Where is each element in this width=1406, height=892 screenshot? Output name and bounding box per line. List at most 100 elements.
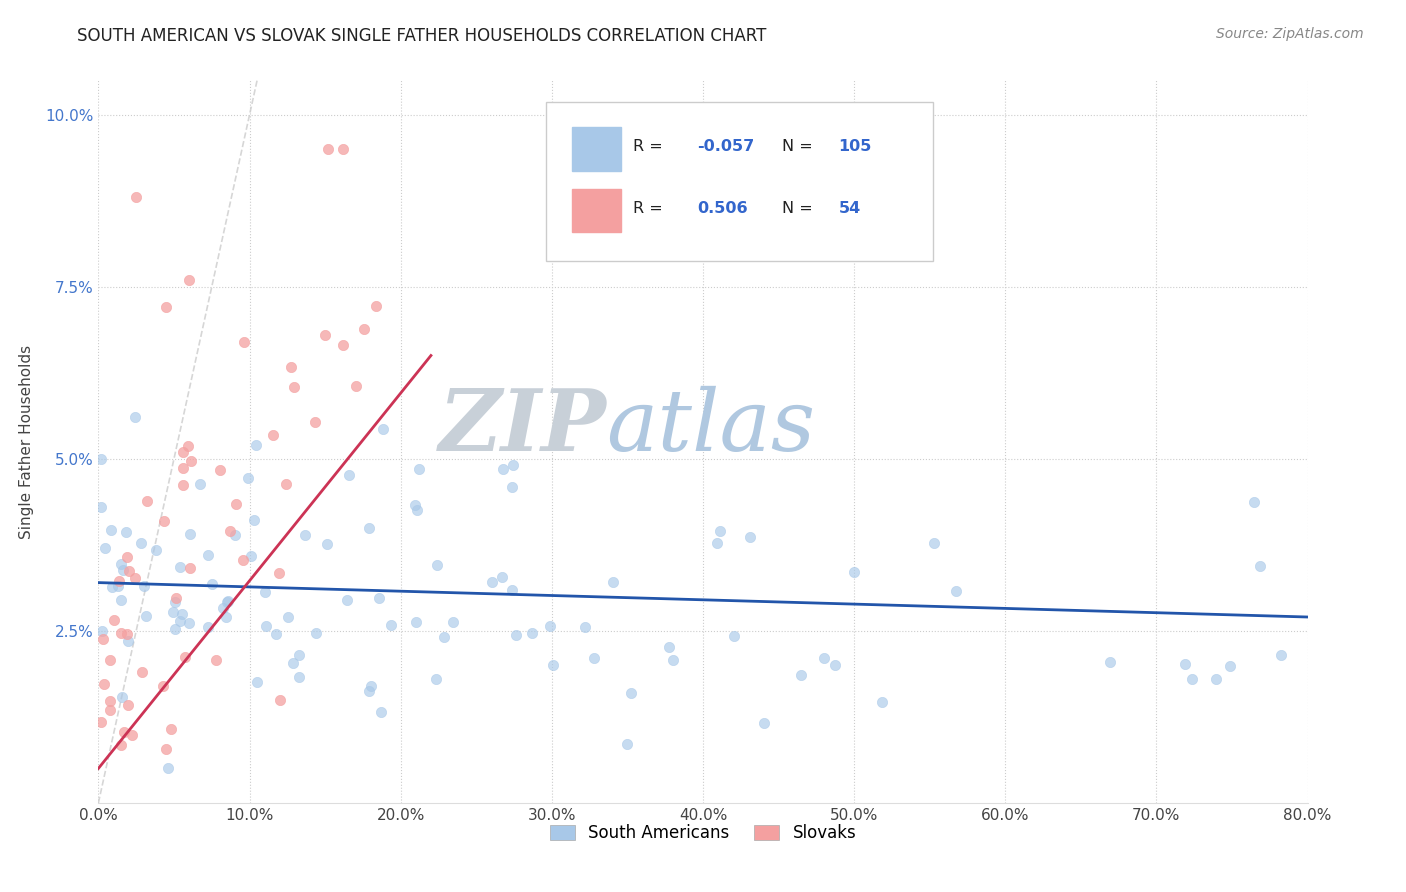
Point bbox=[1249, 558, 1271, 573]
Point bbox=[131, 665, 153, 679]
Point bbox=[1181, 672, 1204, 686]
Text: 54: 54 bbox=[838, 201, 860, 216]
Point bbox=[110, 558, 132, 572]
Point bbox=[924, 536, 946, 550]
Text: SOUTH AMERICAN VS SLOVAK SINGLE FATHER HOUSEHOLDS CORRELATION CHART: SOUTH AMERICAN VS SLOVAK SINGLE FATHER H… bbox=[77, 27, 766, 45]
Point bbox=[344, 378, 367, 392]
Point bbox=[100, 524, 122, 538]
Point bbox=[111, 690, 134, 705]
Point bbox=[433, 630, 456, 644]
Point bbox=[115, 525, 138, 540]
Point bbox=[232, 553, 254, 567]
Point bbox=[501, 583, 523, 598]
Point bbox=[870, 695, 893, 709]
Point bbox=[162, 605, 184, 619]
Point bbox=[1174, 657, 1197, 671]
Point bbox=[738, 531, 761, 545]
Point bbox=[813, 651, 835, 665]
Point bbox=[538, 619, 561, 633]
Point bbox=[163, 623, 186, 637]
Point bbox=[98, 703, 121, 717]
Point bbox=[98, 694, 121, 708]
Point bbox=[107, 579, 129, 593]
Point bbox=[93, 676, 115, 690]
Point bbox=[288, 670, 311, 684]
Point bbox=[405, 615, 427, 629]
Point bbox=[1218, 658, 1240, 673]
Point bbox=[152, 679, 174, 693]
Point bbox=[582, 651, 605, 665]
Y-axis label: Single Father Households: Single Father Households bbox=[20, 344, 34, 539]
Point bbox=[1205, 672, 1227, 686]
Point bbox=[243, 513, 266, 527]
Point bbox=[155, 301, 177, 315]
Point bbox=[709, 524, 731, 538]
Point bbox=[305, 625, 328, 640]
Point bbox=[520, 625, 543, 640]
Point bbox=[408, 462, 430, 476]
Point bbox=[502, 458, 524, 472]
Point bbox=[215, 595, 238, 609]
Point bbox=[754, 716, 776, 731]
Text: Source: ZipAtlas.com: Source: ZipAtlas.com bbox=[1216, 27, 1364, 41]
Point bbox=[844, 566, 866, 580]
Point bbox=[426, 558, 449, 572]
Point bbox=[368, 591, 391, 606]
Point bbox=[505, 628, 527, 642]
Point bbox=[359, 684, 381, 698]
Point bbox=[169, 560, 191, 574]
FancyBboxPatch shape bbox=[546, 102, 932, 260]
Point bbox=[658, 640, 681, 655]
Point bbox=[253, 585, 276, 599]
Point bbox=[706, 535, 728, 549]
Point bbox=[108, 574, 131, 589]
Point bbox=[824, 657, 846, 672]
Point bbox=[304, 415, 326, 429]
Point bbox=[723, 629, 745, 643]
Point bbox=[173, 649, 195, 664]
Point bbox=[134, 579, 156, 593]
Point bbox=[215, 610, 238, 624]
Point bbox=[155, 742, 177, 756]
Point bbox=[541, 658, 564, 673]
Point bbox=[117, 698, 139, 712]
Point bbox=[145, 543, 167, 558]
Point bbox=[380, 617, 402, 632]
Point bbox=[314, 327, 336, 342]
Point bbox=[616, 738, 638, 752]
Point bbox=[602, 574, 624, 589]
Point bbox=[405, 503, 427, 517]
Point bbox=[121, 728, 143, 742]
Text: ZIP: ZIP bbox=[439, 385, 606, 469]
Point bbox=[945, 583, 967, 598]
Point bbox=[267, 566, 290, 580]
Point bbox=[1270, 648, 1292, 662]
Point bbox=[197, 548, 219, 562]
Point bbox=[501, 480, 523, 494]
Point bbox=[165, 591, 187, 605]
Point bbox=[370, 705, 392, 719]
Point bbox=[254, 618, 277, 632]
Point bbox=[240, 549, 263, 563]
Point bbox=[316, 142, 339, 156]
Point bbox=[217, 593, 239, 607]
Point bbox=[232, 334, 254, 349]
Text: R =: R = bbox=[633, 139, 668, 154]
Point bbox=[245, 438, 267, 452]
Point bbox=[1099, 655, 1122, 669]
FancyBboxPatch shape bbox=[572, 128, 621, 170]
Point bbox=[425, 673, 447, 687]
Point bbox=[205, 653, 228, 667]
Point bbox=[360, 679, 382, 693]
Point bbox=[90, 451, 112, 466]
Point bbox=[180, 454, 202, 468]
Point bbox=[264, 626, 287, 640]
Point bbox=[115, 549, 138, 564]
Point bbox=[277, 610, 299, 624]
Point bbox=[373, 422, 395, 436]
Point bbox=[357, 521, 380, 535]
Point bbox=[172, 461, 194, 475]
Point bbox=[201, 577, 224, 591]
Point bbox=[110, 626, 132, 640]
Legend: South Americans, Slovaks: South Americans, Slovaks bbox=[543, 817, 863, 848]
